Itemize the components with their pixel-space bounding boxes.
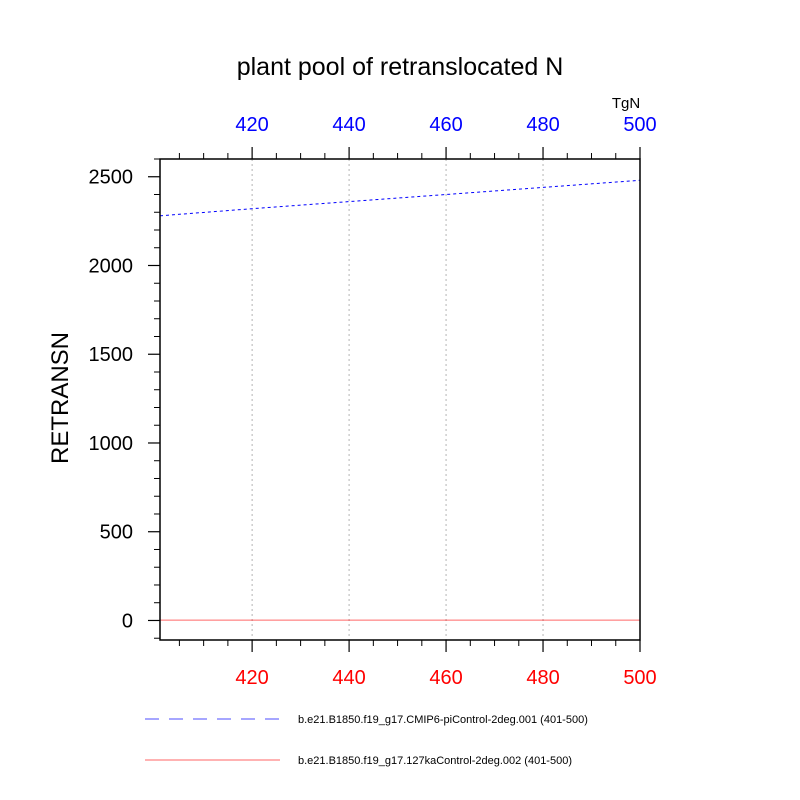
x-bottom-tick-label-420: 420 [235, 667, 268, 689]
y-tick-label-2500: 2500 [89, 167, 134, 189]
tick-labels: 420 420 440 440 460 460 480 480 500 500 0 500 1000 15… [89, 114, 657, 689]
y-tick-label-1000: 1000 [89, 433, 134, 455]
y-tick-label-500: 500 [100, 522, 133, 544]
legend-label-2: b.e21.B1850.f19_g17.127kaControl-2deg.00… [298, 755, 572, 767]
x-top-tick-label-500: 500 [623, 114, 656, 136]
data-series [159, 179, 641, 621]
chart-title: plant pool of retranslocated N [237, 53, 564, 81]
axis-ticks [148, 147, 641, 652]
y-axis-label: RETRANSN [47, 332, 74, 464]
legend-label-1: b.e21.B1850.f19_g17.CMIP6-piControl-2deg… [298, 714, 588, 726]
x-bottom-tick-label-440: 440 [332, 667, 365, 689]
x-bottom-tick-label-460: 460 [429, 667, 462, 689]
x-top-tick-label-460: 460 [429, 114, 462, 136]
x-top-tick-label-420: 420 [235, 114, 268, 136]
y-tick-label-0: 0 [122, 610, 133, 632]
grid-lines [251, 159, 544, 640]
x-top-tick-label-440: 440 [332, 114, 365, 136]
legend: b.e21.B1850.f19_g17.CMIP6-piControl-2deg… [145, 714, 588, 767]
y-tick-label-2000: 2000 [89, 255, 134, 277]
x-bottom-tick-label-500: 500 [623, 667, 656, 689]
units-label: TgN [612, 95, 640, 112]
y-tick-label-1500: 1500 [89, 344, 134, 366]
x-bottom-tick-label-480: 480 [526, 667, 559, 689]
x-top-tick-label-480: 480 [526, 114, 559, 136]
plot-frame [159, 158, 641, 641]
